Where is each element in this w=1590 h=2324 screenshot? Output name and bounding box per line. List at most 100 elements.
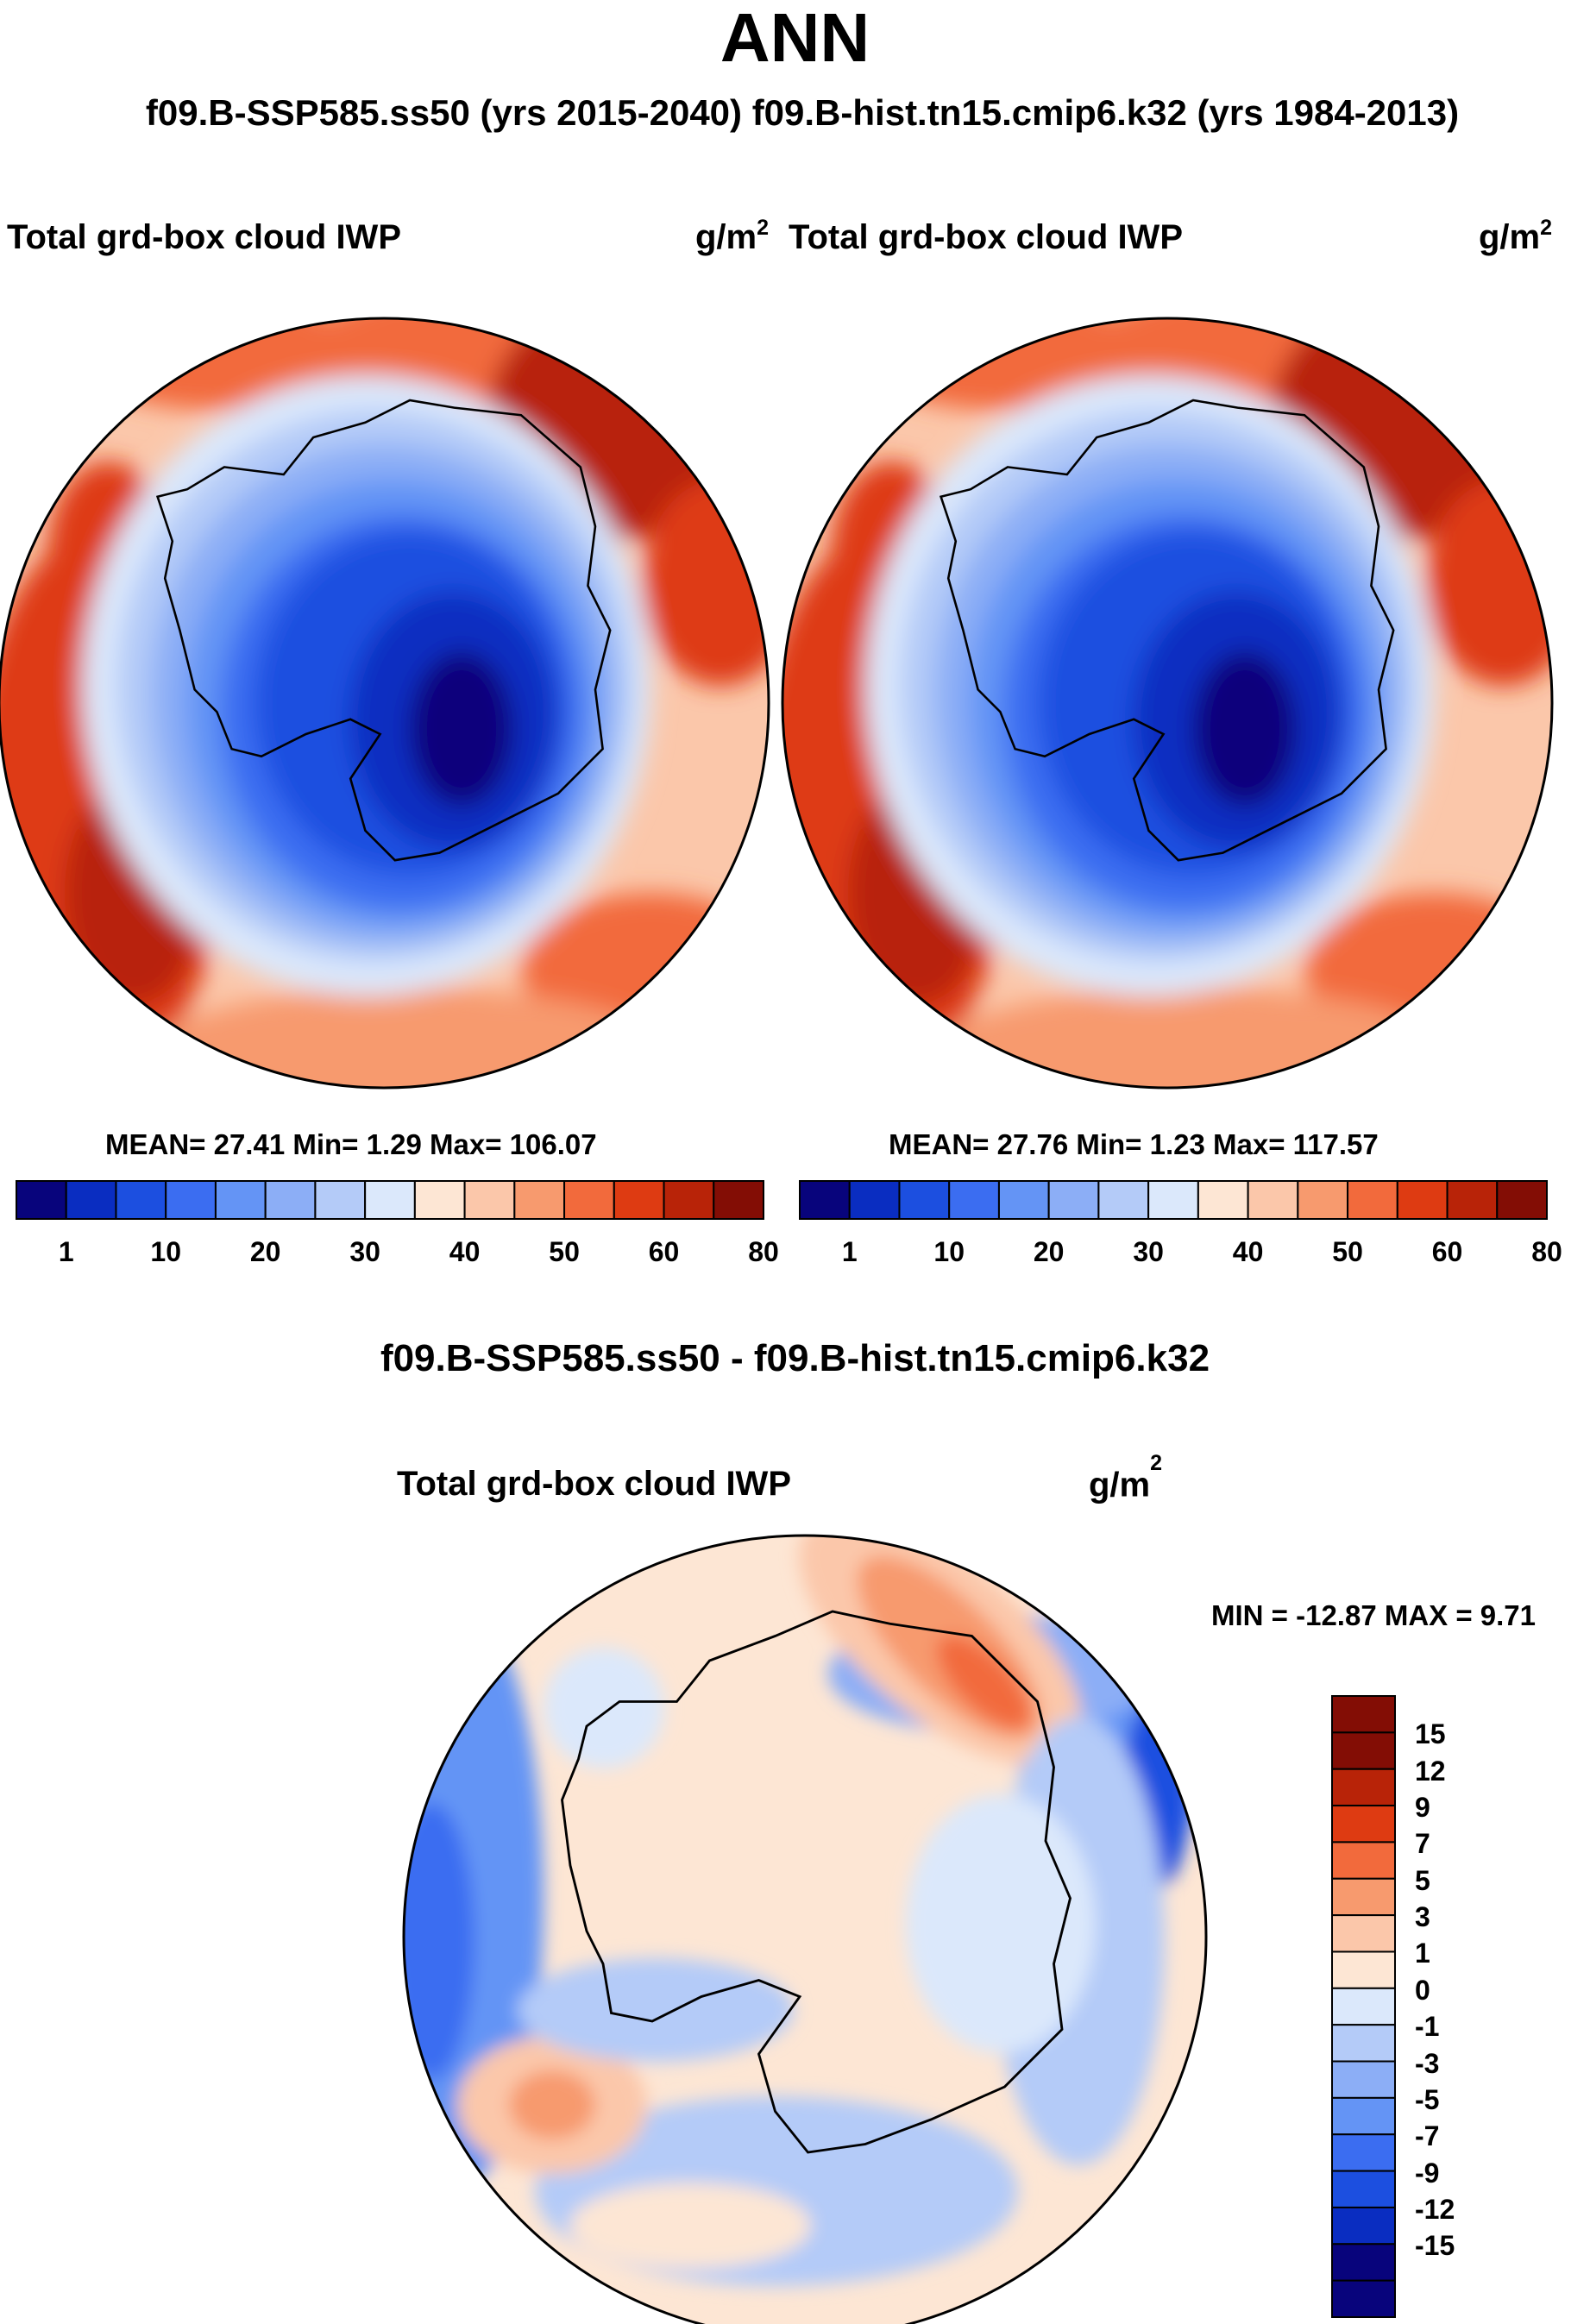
colorbar-difference-swatch xyxy=(1331,2206,1396,2245)
colorbar-panel1-swatch xyxy=(713,1180,764,1220)
colorbar-difference-tick-label: 9 xyxy=(1415,1792,1430,1824)
colorbar-difference-swatch xyxy=(1331,2133,1396,2172)
runs-subtitle: f09.B-SSP585.ss50 (yrs 2015-2040) f09.B-… xyxy=(145,92,1460,133)
colorbar-difference-tick-label: -9 xyxy=(1415,2157,1440,2189)
colorbar-panel2-tick-label: 30 xyxy=(1133,1236,1164,1267)
colorbar-difference-tick-label: 1 xyxy=(1415,1938,1430,1969)
colorbar-difference-swatch xyxy=(1331,2096,1396,2136)
colorbar-difference-swatch xyxy=(1331,1731,1396,1770)
colorbar-panel1-swatch xyxy=(314,1180,367,1220)
colorbar-panel1-swatch xyxy=(264,1180,317,1220)
colorbar-panel2-tick-label: 20 xyxy=(1033,1236,1065,1267)
colorbar-difference-swatch xyxy=(1331,1841,1396,1880)
colorbar-panel2-tick-label: 40 xyxy=(1232,1236,1264,1267)
colorbar-panel2-swatch xyxy=(1097,1180,1150,1220)
colorbar-panel1-tick-label: 60 xyxy=(648,1236,680,1267)
colorbar-panel2-tick-label: 1 xyxy=(841,1236,858,1267)
colorbar-difference-tick-label: -5 xyxy=(1415,2083,1440,2115)
colorbar-panel1-swatch xyxy=(663,1180,715,1220)
colorbar-difference-tick-label: -12 xyxy=(1415,2193,1455,2225)
colorbar-difference-tick-label: 15 xyxy=(1415,1718,1446,1750)
colorbar-panel1-swatch xyxy=(65,1180,117,1220)
panel1-stats: MEAN= 27.41 Min= 1.29 Max= 106.07 xyxy=(105,1128,597,1160)
colorbar-difference-tick-label: -3 xyxy=(1415,2047,1440,2079)
colorbar-panel2-tick-label: 50 xyxy=(1332,1236,1363,1267)
map-panel1-border xyxy=(0,317,770,1090)
panel1-title: Total grd-box cloud IWP xyxy=(7,218,401,256)
colorbar-difference-tick-label: 12 xyxy=(1415,1755,1446,1787)
panel2-units: g/m2 xyxy=(1479,216,1553,256)
map-difference xyxy=(404,1536,1206,2324)
panel2-title: Total grd-box cloud IWP xyxy=(789,218,1183,256)
colorbar-panel1-labels: 1 10 20 30 40 50 60 80 xyxy=(0,1236,1590,1271)
colorbar-difference-swatch xyxy=(1331,2243,1396,2282)
colorbar-panel2-swatch xyxy=(997,1180,1050,1220)
colorbar-panel2-swatch xyxy=(799,1180,851,1220)
colorbar-difference-swatch xyxy=(1331,1805,1396,1843)
colorbar-difference-swatch xyxy=(1331,1914,1396,1953)
colorbar-panel2-swatch xyxy=(1297,1180,1349,1220)
colorbar-panel2-swatch xyxy=(1147,1180,1199,1220)
colorbar-panel1-tick-label: 40 xyxy=(449,1236,481,1267)
map-difference-border xyxy=(402,1534,1208,2324)
colorbar-panel1-tick-label: 20 xyxy=(249,1236,281,1267)
difference-subtitle: Total grd-box cloud IWP xyxy=(397,1465,791,1503)
colorbar-panel1 xyxy=(16,1180,764,1220)
figure-title: ANN xyxy=(720,0,870,76)
map-panel2 xyxy=(753,280,1581,1143)
colorbar-panel1-tick-label: 80 xyxy=(748,1236,779,1267)
colorbar-panel1-swatch xyxy=(613,1180,665,1220)
colorbar-panel2-swatch xyxy=(1347,1180,1398,1220)
map-panel2-border xyxy=(781,317,1554,1090)
colorbar-panel1-swatch xyxy=(214,1180,267,1220)
colorbar-difference-swatch xyxy=(1331,2279,1396,2318)
colorbar-panel2-swatch xyxy=(1446,1180,1499,1220)
map-panel1 xyxy=(0,280,798,1143)
colorbar-panel2-swatch xyxy=(848,1180,901,1220)
colorbar-panel1-swatch xyxy=(513,1180,566,1220)
colorbar-panel2-tick-label: 10 xyxy=(933,1236,965,1267)
colorbar-difference-tick-label: 5 xyxy=(1415,1864,1430,1896)
colorbar-panel2-labels: 1 10 20 30 40 50 60 80 xyxy=(0,1236,1590,1271)
colorbar-panel2-tick-label: 60 xyxy=(1431,1236,1463,1267)
panel1-units: g/m2 xyxy=(695,216,770,256)
colorbar-panel1-swatch xyxy=(563,1180,615,1220)
colorbar-panel2-tick-label: 80 xyxy=(1531,1236,1562,1267)
panel2-stats: MEAN= 27.76 Min= 1.23 Max= 117.57 xyxy=(889,1128,1379,1160)
colorbar-difference-swatch xyxy=(1331,2170,1396,2208)
difference-units: g/m2 xyxy=(1089,1451,1163,1504)
colorbar-difference-tick-label: -15 xyxy=(1415,2230,1455,2262)
colorbar-panel1-tick-label: 30 xyxy=(349,1236,380,1267)
colorbar-difference-tick-label: 3 xyxy=(1415,1901,1430,1933)
colorbar-difference-swatch xyxy=(1331,1950,1396,1989)
colorbar-panel1-tick-label: 50 xyxy=(549,1236,580,1267)
colorbar-panel1-tick-label: 10 xyxy=(150,1236,181,1267)
colorbar-panel2-swatch xyxy=(948,1180,1000,1220)
colorbar-panel2-swatch xyxy=(1047,1180,1100,1220)
colorbar-difference-tick-label: -1 xyxy=(1415,2011,1440,2043)
colorbar-difference-swatch xyxy=(1331,1987,1396,2026)
colorbar-panel1-swatch xyxy=(463,1180,516,1220)
colorbar-difference-swatch xyxy=(1331,2060,1396,2099)
colorbar-panel2 xyxy=(799,1180,1549,1220)
difference-title: f09.B-SSP585.ss50 - f09.B-hist.tn15.cmip… xyxy=(380,1337,1210,1379)
colorbar-panel2-swatch xyxy=(1197,1180,1249,1220)
colorbar-panel2-swatch xyxy=(898,1180,951,1220)
colorbar-panel1-tick-label: 1 xyxy=(58,1236,74,1267)
colorbar-panel2-swatch xyxy=(1396,1180,1449,1220)
colorbar-panel1-swatch xyxy=(16,1180,67,1220)
colorbar-panel1-swatch xyxy=(413,1180,466,1220)
colorbar-difference-tick-label: 0 xyxy=(1415,1974,1430,2006)
colorbar-difference-swatch xyxy=(1331,1768,1396,1807)
colorbar-difference-swatch xyxy=(1331,2024,1396,2063)
colorbar-panel2-swatch xyxy=(1496,1180,1549,1220)
colorbar-panel2-swatch xyxy=(1247,1180,1299,1220)
colorbar-difference-tick-label: -7 xyxy=(1415,2120,1440,2152)
difference-minmax: MIN = -12.87 MAX = 9.71 xyxy=(1211,1599,1537,1631)
colorbar-difference-swatch xyxy=(1331,1877,1396,1917)
colorbar-panel1-swatch xyxy=(364,1180,416,1220)
colorbar-panel1-swatch xyxy=(115,1180,167,1220)
colorbar-panel1-swatch xyxy=(165,1180,217,1220)
colorbar-difference xyxy=(1331,1695,1396,2318)
